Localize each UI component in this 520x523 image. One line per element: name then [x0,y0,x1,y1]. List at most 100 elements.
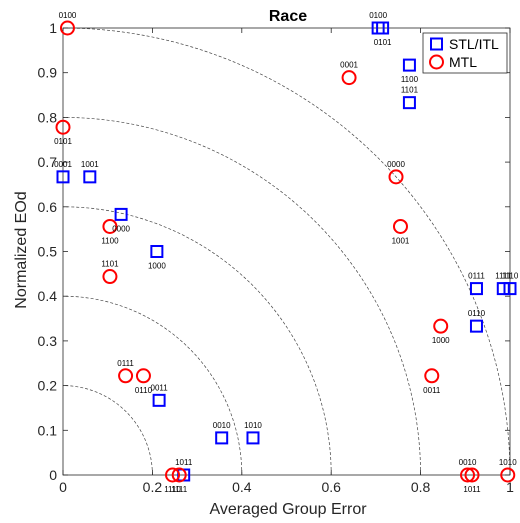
point-label: 1101 [401,86,419,95]
mtl-point [464,467,480,483]
mtl-point [102,218,118,234]
point-label: 0000 [112,224,130,233]
stl-itl-point [83,170,97,184]
y-tick-label: 0.3 [38,333,58,349]
plot-frame [62,27,511,476]
x-tick-label: 0.4 [232,479,252,495]
y-axis-title: Normalized EOd [13,191,30,308]
reference-arcs [63,28,510,475]
stl-itl-point [114,207,128,221]
stl-itl-point [246,431,260,445]
data-points [55,20,517,483]
stl-itl-point [150,245,164,258]
mtl-point [460,467,476,483]
mtl-point [59,20,75,36]
point-label: 0001 [54,160,72,169]
legend-circle-marker [429,54,444,70]
legend-square-marker [430,37,443,51]
stl-itl-point [503,282,517,296]
y-tick-label: 0.9 [38,65,58,81]
stl-itl-point [469,319,483,333]
point-label: 1010 [244,421,262,430]
y-tick-label: 0.8 [38,109,58,125]
point-label: 1110 [502,272,519,281]
x-axis-title: Averaged Group Error [209,501,367,518]
point-label: 0110 [468,309,486,318]
point-label: 1011 [463,485,481,494]
point-label: 0111 [468,272,485,281]
point-label: 0011 [423,386,441,395]
reference-arc [63,295,243,475]
x-tick-label: 0.8 [411,479,431,495]
point-label: 0100 [59,11,77,20]
mtl-point [500,467,516,483]
reference-arc [63,385,153,475]
mtl-point [55,119,71,135]
y-tick-label: 0.5 [38,244,58,260]
axes [62,27,511,476]
reference-arc [63,117,421,475]
point-label: 1100 [401,75,419,84]
point-label: 0010 [213,421,231,430]
y-tick-label: 1 [49,20,57,36]
mtl-point [118,368,134,384]
mtl-point [388,169,404,185]
point-label: 1100 [101,236,119,245]
x-ticks: 0 0.2 0.4 0.6 0.8 1 [59,28,514,495]
point-label: 0101 [54,137,72,146]
point-label: 1110 [164,485,181,494]
reference-arc [63,28,510,475]
stl-itl-point [496,282,510,296]
legend-entry-label: STL/ITL [449,36,499,52]
point-label: 0001 [340,61,358,70]
stl-itl-point [152,393,166,407]
legend-entry-label: MTL [449,54,477,70]
stl-itl-point [469,282,483,296]
chart-title: Race [269,8,307,25]
mtl-point [392,218,408,234]
mtl-point [102,269,118,285]
reference-arc [63,206,332,475]
mtl-point [171,467,187,483]
point-label: 0011 [151,383,169,392]
mtl-point [165,467,181,483]
stl-itl-point [56,170,70,184]
stl-itl-point [215,431,229,445]
y-tick-label: 0.4 [38,288,58,304]
point-label: 1000 [148,262,166,271]
point-label: 1001 [392,236,410,245]
point-label: 1010 [499,458,517,467]
stl-itl-point [376,21,390,35]
x-tick-label: 0.6 [321,479,341,495]
point-label: 0010 [459,458,477,467]
y-tick-label: 0.2 [38,378,58,394]
y-tick-label: 0.1 [38,422,58,438]
point-label: 1111 [495,272,512,281]
y-tick-label: 0.7 [38,154,58,170]
stl-itl-point [402,96,416,110]
mtl-point [433,318,449,334]
y-tick-label: 0.6 [38,199,58,215]
point-label: 0110 [135,386,153,395]
mtl-point [341,70,357,86]
x-tick-label: 0 [59,479,67,495]
legend-box [422,32,508,74]
stl-itl-point [402,58,416,72]
point-label: 0100 [369,11,387,20]
y-ticks: 0 0.1 0.2 0.3 0.4 0.5 0.6 0.7 0.8 0.9 1 [38,20,510,483]
x-tick-label: 1 [506,479,514,495]
point-label: 0000 [387,160,405,169]
mtl-point [424,368,440,384]
point-label: 1000 [432,336,450,345]
x-tick-label: 0.2 [143,479,163,495]
point-label: 1111 [171,485,188,494]
point-label: 1011 [175,458,193,467]
point-label: 1101 [101,260,119,269]
y-tick-label: 0 [49,467,57,483]
point-label: 0101 [374,38,392,47]
legend: STL/ITL MTL [422,32,508,74]
mtl-point [135,368,151,384]
